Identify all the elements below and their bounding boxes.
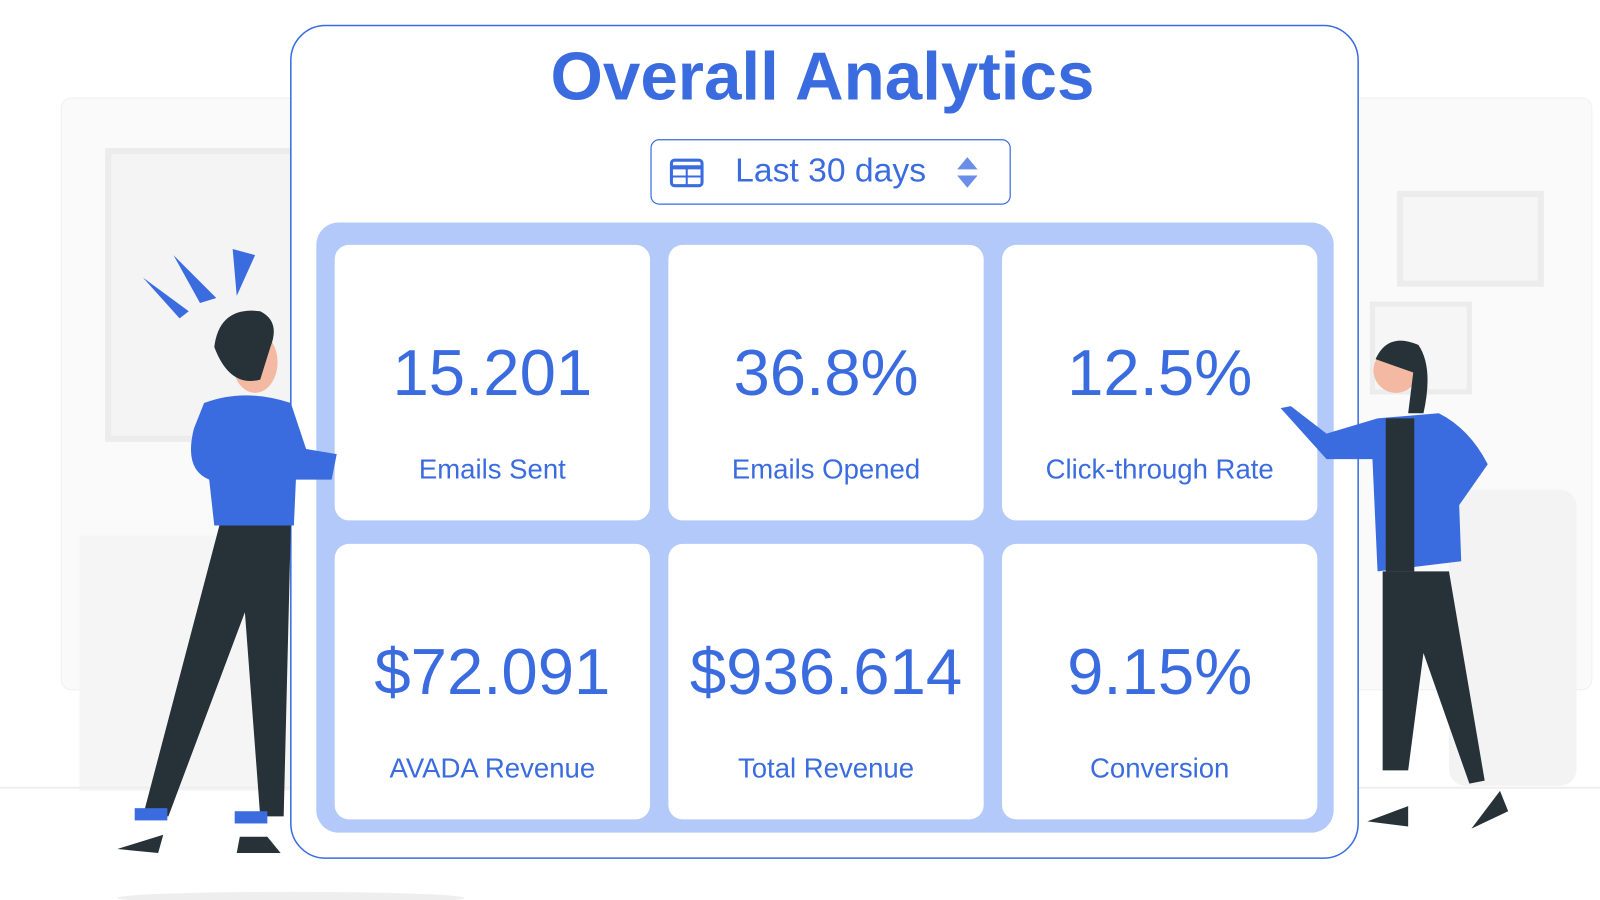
person-left [117, 248, 337, 854]
stat-value: 12.5% [1067, 336, 1252, 409]
stat-value: 9.15% [1067, 635, 1252, 708]
stat-value: $72.091 [374, 635, 610, 708]
stat-label: Conversion [1090, 753, 1229, 784]
sort-up [957, 157, 978, 170]
sort-down [957, 175, 978, 188]
stat-tile [668, 244, 984, 521]
stat-label: Total Revenue [738, 753, 914, 784]
stat-value: 15.201 [392, 336, 592, 409]
stat-value: $936.614 [690, 635, 962, 708]
stat-tile [334, 244, 650, 521]
stat-tile [334, 543, 650, 820]
person-right [1280, 340, 1509, 829]
date-picker[interactable]: Last 30 days [650, 139, 1011, 205]
stat-label: Emails Sent [419, 454, 566, 485]
stat-tile [668, 543, 984, 820]
stat-value: 36.8% [733, 336, 918, 409]
chair [1448, 489, 1577, 786]
date-range-label[interactable]: Last 30 days [735, 152, 926, 189]
stat-tile [1002, 543, 1318, 820]
title: Overall Analytics [551, 39, 1095, 114]
stat-label: Click-through Rate [1046, 454, 1274, 485]
stat-label: Emails Opened [732, 454, 920, 485]
date-picker-box[interactable] [650, 139, 1011, 205]
stats-grid: 15.201 Emails Sent 36.8% Emails Opened 12.5%… [334, 244, 1318, 820]
stat-label: AVADA Revenue [389, 753, 595, 784]
stat-tile [1002, 244, 1318, 521]
frame [1396, 190, 1544, 287]
shadow [117, 891, 465, 900]
